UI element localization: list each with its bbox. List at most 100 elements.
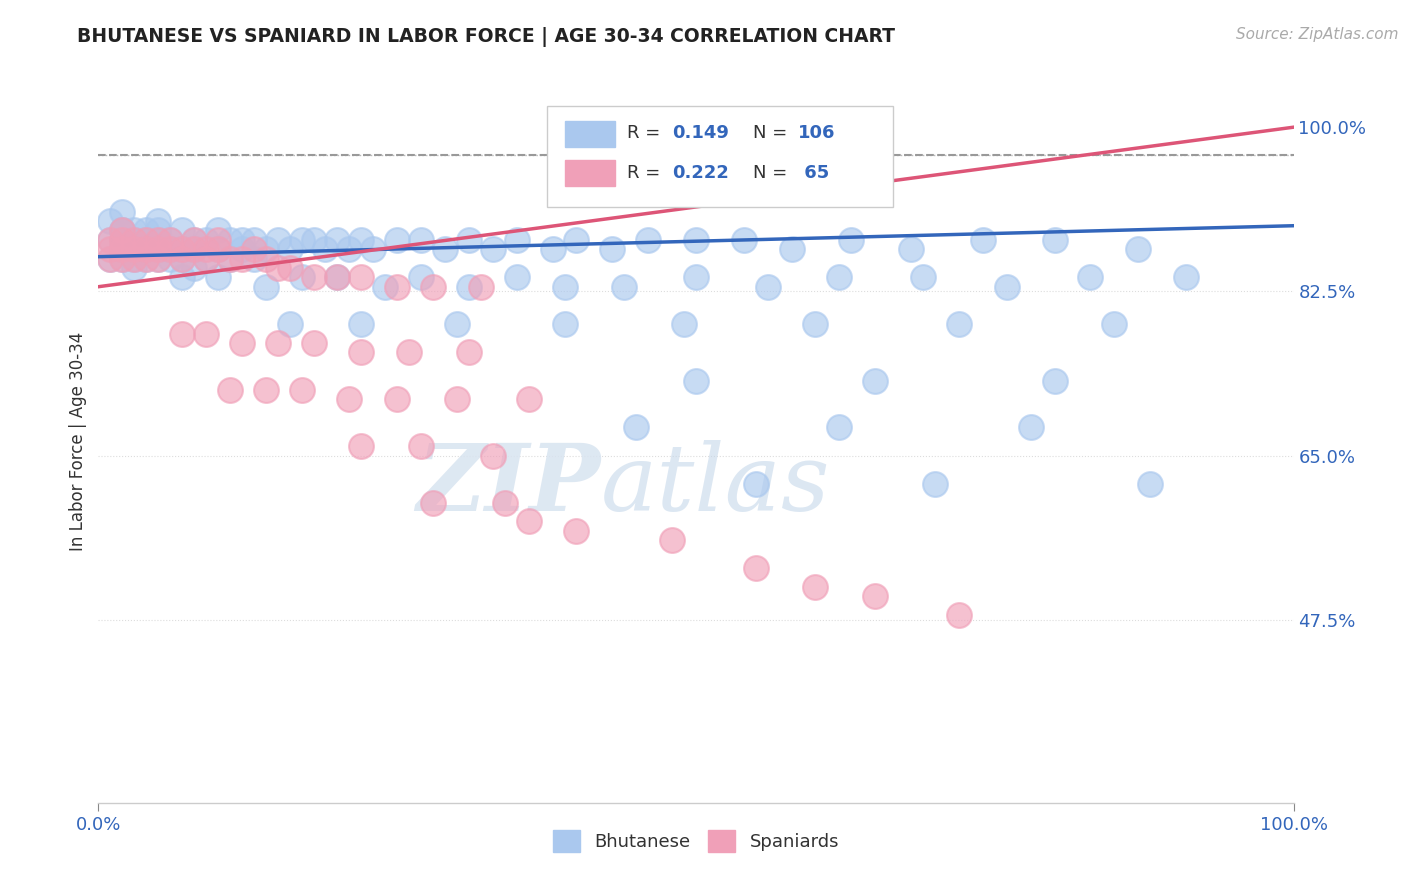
Point [385,233,409,247]
Point [350,318,373,332]
Point [124,252,146,266]
Point [1019,420,1042,434]
Point [278,260,301,275]
Point [278,242,301,256]
Point [1104,318,1126,332]
Point [661,533,683,547]
Point [339,392,361,407]
Point [350,270,373,285]
Point [111,223,134,237]
Point [554,279,576,293]
Point [865,590,887,604]
Point [565,524,588,538]
Point [254,242,277,256]
Point [148,242,170,256]
Point [685,374,707,388]
Y-axis label: In Labor Force | Age 30-34: In Labor Force | Age 30-34 [69,332,87,551]
Point [267,260,290,275]
Point [195,252,218,266]
Text: R =: R = [627,164,665,182]
Point [565,233,588,247]
Point [900,242,922,256]
Point [267,233,290,247]
Point [124,260,146,275]
Point [481,242,505,256]
Point [195,242,218,256]
Point [219,252,242,266]
Text: Source: ZipAtlas.com: Source: ZipAtlas.com [1236,27,1399,42]
Point [470,279,492,293]
Point [385,279,409,293]
Point [159,252,181,266]
Point [98,252,122,266]
Point [172,223,194,237]
Point [326,270,349,285]
Point [1043,374,1066,388]
Point [1139,476,1161,491]
Text: N =: N = [754,164,787,182]
Point [685,233,707,247]
Point [111,242,134,256]
Point [481,449,505,463]
Point [135,242,157,256]
Point [506,270,529,285]
Point [841,233,863,247]
Point [135,233,157,247]
Point [350,439,373,453]
Point [350,233,373,247]
Point [124,233,146,247]
Point [458,345,481,359]
Point [1080,270,1102,285]
Point [865,374,887,388]
Point [804,580,827,594]
Point [626,420,648,434]
Point [637,233,659,247]
Text: 106: 106 [797,124,835,142]
Point [111,223,134,237]
Point [267,336,290,351]
Point [111,233,134,247]
Point [207,223,229,237]
Point [111,233,134,247]
Point [111,252,134,266]
Point [231,242,253,256]
Text: BHUTANESE VS SPANIARD IN LABOR FORCE | AGE 30-34 CORRELATION CHART: BHUTANESE VS SPANIARD IN LABOR FORCE | A… [77,27,896,46]
Point [374,279,396,293]
Point [219,233,242,247]
Point [148,252,170,266]
Point [948,608,970,623]
Point [554,318,576,332]
FancyBboxPatch shape [547,105,893,207]
Point [98,214,122,228]
Point [207,242,229,256]
Point [172,242,194,256]
Point [828,420,851,434]
Point [291,383,314,397]
Text: 0.222: 0.222 [672,164,728,182]
Point [411,270,433,285]
Text: ZIP: ZIP [416,440,600,530]
Point [828,270,851,285]
Text: N =: N = [754,124,787,142]
Point [148,233,170,247]
Point [745,476,768,491]
Point [135,223,157,237]
Point [446,392,468,407]
Point [183,242,205,256]
Point [219,252,242,266]
Point [148,214,170,228]
FancyBboxPatch shape [565,161,614,186]
Point [434,242,457,256]
Point [315,242,337,256]
Point [231,336,253,351]
Point [506,233,529,247]
Point [135,242,157,256]
Point [446,318,468,332]
Point [111,242,134,256]
Point [254,252,277,266]
Point [422,279,444,293]
Text: R =: R = [627,124,665,142]
Point [183,233,205,247]
Point [995,279,1018,293]
Text: atlas: atlas [600,440,830,530]
